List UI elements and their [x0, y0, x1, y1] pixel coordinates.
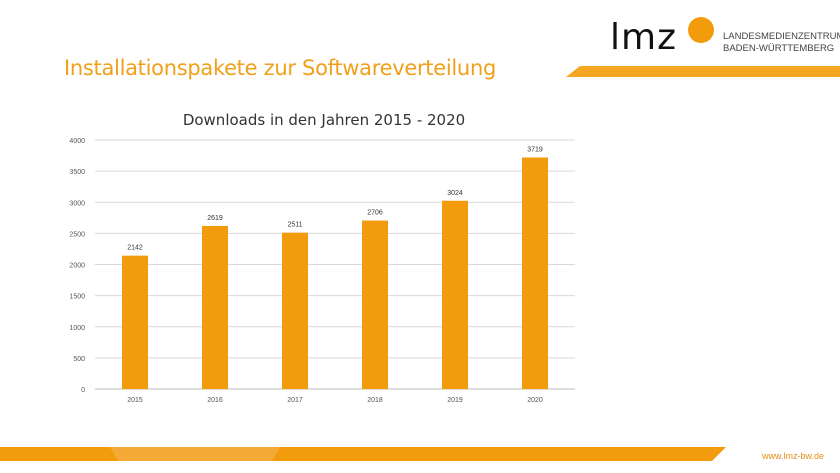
- x-tick-label: 2015: [127, 397, 143, 404]
- data-label: 3024: [447, 190, 463, 197]
- y-tick-label: 0: [81, 387, 85, 394]
- header-stripe: [566, 66, 840, 77]
- y-tick-label: 3000: [69, 200, 85, 207]
- logo-line-2: BADEN-WÜRTTEMBERG: [723, 43, 835, 54]
- footer-url[interactable]: www.lmz-bw.de: [762, 451, 825, 461]
- data-label: 3719: [527, 146, 543, 153]
- lmz-logo: lmz: [610, 17, 677, 58]
- bar: [122, 255, 148, 389]
- y-tick-label: 1500: [69, 294, 85, 301]
- bar: [202, 225, 228, 389]
- y-tick-label: 500: [73, 356, 85, 363]
- logo-dot-icon: [688, 17, 714, 43]
- y-tick-label: 2500: [69, 231, 85, 238]
- slide-title: Installationspakete zur Softwareverteilu…: [64, 56, 496, 80]
- logo-subtitle: LANDESMEDIENZENTRUM BADEN-WÜRTTEMBERG: [723, 31, 840, 55]
- x-tick-label: 2017: [287, 397, 303, 404]
- logo-line-1: LANDESMEDIENZENTRUM: [723, 31, 840, 42]
- y-tick-label: 4000: [69, 138, 85, 145]
- bar: [282, 232, 308, 389]
- footer-stripe-highlight: [110, 447, 280, 461]
- x-tick-label: 2016: [207, 397, 223, 404]
- x-tick-label: 2019: [447, 397, 463, 404]
- y-tick-label: 2000: [69, 263, 85, 270]
- y-tick-label: 3500: [69, 169, 85, 176]
- data-label: 2619: [207, 215, 223, 222]
- data-label: 2142: [127, 245, 143, 252]
- x-tick-label: 2018: [367, 397, 383, 404]
- x-tick-label: 2020: [527, 397, 543, 404]
- bar: [442, 200, 468, 389]
- data-label: 2511: [287, 222, 302, 229]
- chart-title: Downloads in den Jahren 2015 - 2020: [183, 111, 465, 129]
- y-tick-label: 1000: [69, 325, 85, 332]
- bar: [522, 157, 548, 389]
- data-label: 2706: [367, 210, 383, 217]
- bar: [362, 220, 388, 389]
